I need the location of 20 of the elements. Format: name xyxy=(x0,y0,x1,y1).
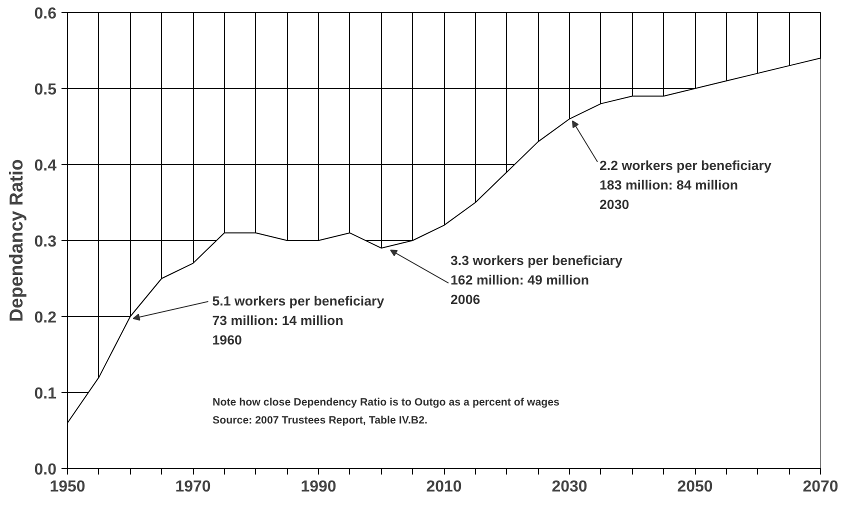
y-tick-label: 0.3 xyxy=(34,234,57,250)
x-tick-label: 2030 xyxy=(552,478,588,496)
x-tick-label: 2050 xyxy=(677,478,713,496)
y-tick-label: 0.2 xyxy=(34,310,57,326)
annotation: 3.3 workers per beneficiary 162 million: 49 million 2006 xyxy=(450,253,623,308)
y-axis-title: Dependancy Ratio xyxy=(5,159,26,322)
y-tick-label: 0.1 xyxy=(34,386,57,402)
y-tick-label: 0.6 xyxy=(34,6,57,22)
x-tick-label: 2070 xyxy=(802,478,838,496)
annotation: Note how close Dependency Ratio is to Outgo as a percent of wages xyxy=(212,396,560,408)
x-tick-label: 1950 xyxy=(50,478,86,496)
annotation: Source: 2007 Trustees Report, Table IV.B2. xyxy=(212,414,428,426)
y-tick-label: 0.4 xyxy=(34,158,57,174)
y-tick-label: 0.0 xyxy=(34,462,57,478)
x-tick-label: 2010 xyxy=(426,478,462,496)
annotation: 2.2 workers per beneficiary 183 million: 84 million 2030 xyxy=(600,158,772,212)
x-tick-label: 1990 xyxy=(300,478,336,496)
y-tick-label: 0.5 xyxy=(34,82,57,98)
x-tick-label: 1970 xyxy=(175,478,211,496)
annotation: 5.1 workers per beneficiary 73 million: 14 million 1960 xyxy=(212,294,385,348)
